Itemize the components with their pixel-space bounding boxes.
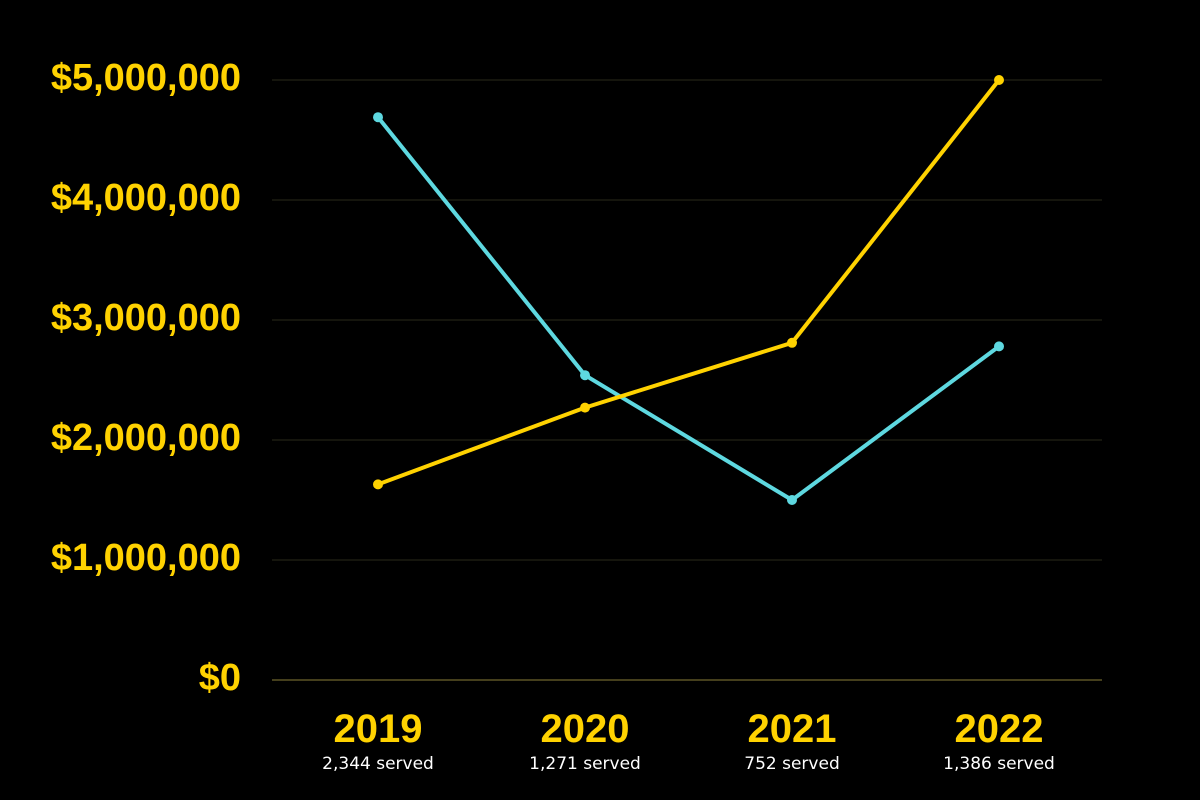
data-point: [994, 75, 1004, 85]
x-axis-tick-labels: 2019 2,344 served 2020 1,271 served 2021 752 …: [322, 707, 1055, 774]
grid-lines: [272, 79, 1102, 681]
x-tick-sublabel: 1,271 served: [529, 754, 641, 774]
y-axis-tick-labels: $0 $1,000,000 $2,000,000 $3,000,000 $4,000,0…: [51, 57, 241, 699]
y-tick-label: $2,000,000: [51, 417, 241, 459]
y-tick-label: $0: [199, 657, 241, 699]
series-1: [373, 75, 1004, 490]
x-tick-label: 2021: [748, 707, 837, 751]
y-tick-label: $3,000,000: [51, 297, 241, 339]
data-point: [994, 341, 1004, 352]
y-tick-label: $5,000,000: [51, 57, 241, 99]
series-0: [373, 112, 1004, 505]
x-tick-label: 2022: [955, 707, 1044, 751]
x-tick-sublabel: 752 served: [744, 754, 839, 774]
data-point: [580, 402, 590, 413]
data-point: [787, 337, 797, 348]
y-tick-label: $1,000,000: [51, 537, 241, 579]
x-tick-sublabel: 1,386 served: [943, 754, 1055, 774]
series-line: [376, 78, 1001, 487]
data-point: [373, 479, 383, 490]
series-line: [376, 115, 1001, 502]
x-tick-sublabel: 2,344 served: [322, 754, 434, 774]
x-tick-label: 2020: [541, 707, 630, 751]
series-lines: [373, 75, 1004, 505]
data-point: [373, 112, 383, 123]
x-tick-label: 2019: [334, 707, 423, 751]
y-tick-label: $4,000,000: [51, 177, 241, 219]
data-point: [787, 495, 797, 505]
data-point: [580, 370, 590, 381]
